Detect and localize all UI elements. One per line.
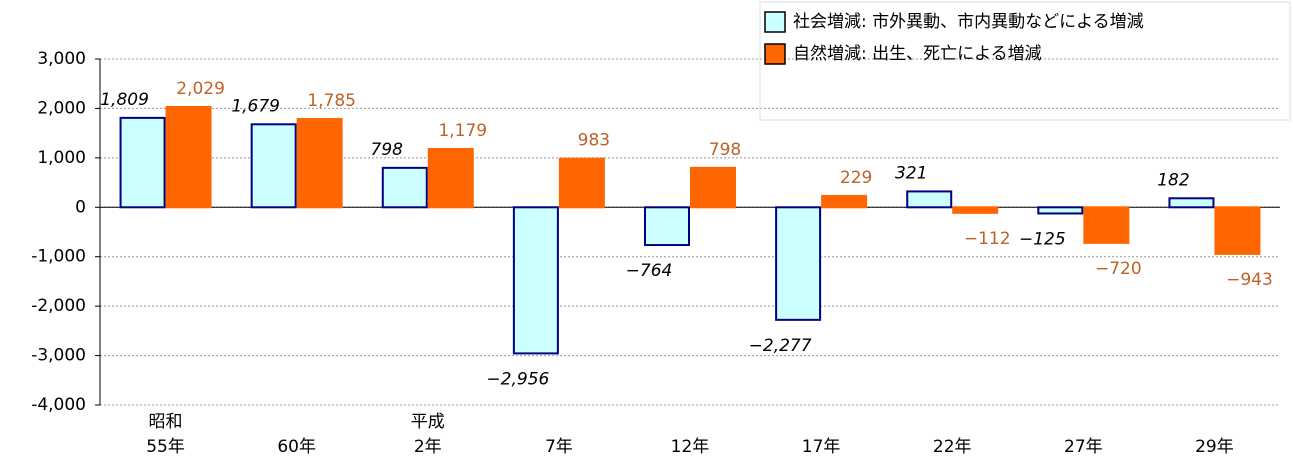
value-label: 2,029: [176, 79, 225, 99]
y-tick-label: -1,000: [31, 247, 86, 267]
x-tick-label: 27年: [1064, 437, 1103, 457]
value-label: −2,277: [749, 336, 812, 356]
x-tick-label: 22年: [933, 437, 972, 457]
bar: [381, 166, 428, 209]
y-tick-label: 1,000: [37, 148, 86, 168]
bar: [690, 166, 736, 209]
value-label: −125: [1019, 229, 1066, 249]
bar: [1168, 197, 1215, 209]
value-label: −943: [1226, 270, 1273, 290]
y-tick-label: 2,000: [37, 98, 86, 118]
value-label: 229: [840, 168, 872, 188]
legend-box: [759, 1, 1291, 121]
legend-label: 社会増減: 市外異動、市内異動などによる増減: [793, 12, 1144, 32]
bar: [250, 123, 297, 209]
bar: [952, 206, 999, 214]
y-tick-label: 0: [75, 197, 86, 217]
x-tick-label: 7年: [545, 437, 573, 457]
x-tick-label: 平成: [411, 412, 445, 432]
value-label: 1,785: [307, 91, 356, 111]
bar: [821, 194, 868, 209]
x-tick-label: 12年: [671, 437, 710, 457]
value-label: 798: [709, 140, 741, 160]
value-label: 798: [371, 140, 404, 160]
value-label: 1,179: [438, 121, 487, 141]
bar: [1214, 206, 1261, 255]
x-tick-label: 昭和: [149, 412, 183, 432]
legend-swatch: [764, 11, 786, 33]
bar: [165, 105, 212, 209]
x-tick-label: 17年: [802, 437, 841, 457]
bar: [644, 206, 690, 247]
bar: [775, 206, 822, 321]
value-label: −720: [1095, 259, 1142, 279]
x-tick-label: 29年: [1195, 437, 1234, 457]
bar: [1083, 206, 1130, 244]
value-label: −112: [964, 229, 1011, 249]
value-label: −764: [626, 261, 673, 281]
y-tick-label: -4,000: [31, 395, 86, 415]
value-label: 1,679: [231, 96, 280, 116]
legend-label: 自然増減: 出生、死亡による増減: [793, 44, 1042, 64]
bar: [119, 116, 166, 209]
value-label: 983: [578, 131, 610, 151]
y-tick-label: 3,000: [37, 49, 86, 69]
bar: [558, 157, 605, 209]
legend-swatch: [764, 43, 786, 65]
value-label: 182: [1157, 170, 1189, 190]
value-label: −2,956: [486, 369, 549, 389]
y-tick-label: -3,000: [31, 346, 86, 366]
bar: [427, 148, 474, 209]
bar: [906, 190, 953, 209]
x-tick-label: 2年: [414, 437, 442, 457]
value-label: 321: [895, 163, 927, 183]
bar: [1037, 206, 1084, 215]
x-tick-label: 60年: [277, 437, 316, 457]
bar: [512, 206, 559, 355]
y-tick-label: -2,000: [31, 296, 86, 316]
x-tick-label: 55年: [146, 437, 185, 457]
bar: [296, 118, 343, 209]
value-label: 1,809: [100, 90, 149, 110]
